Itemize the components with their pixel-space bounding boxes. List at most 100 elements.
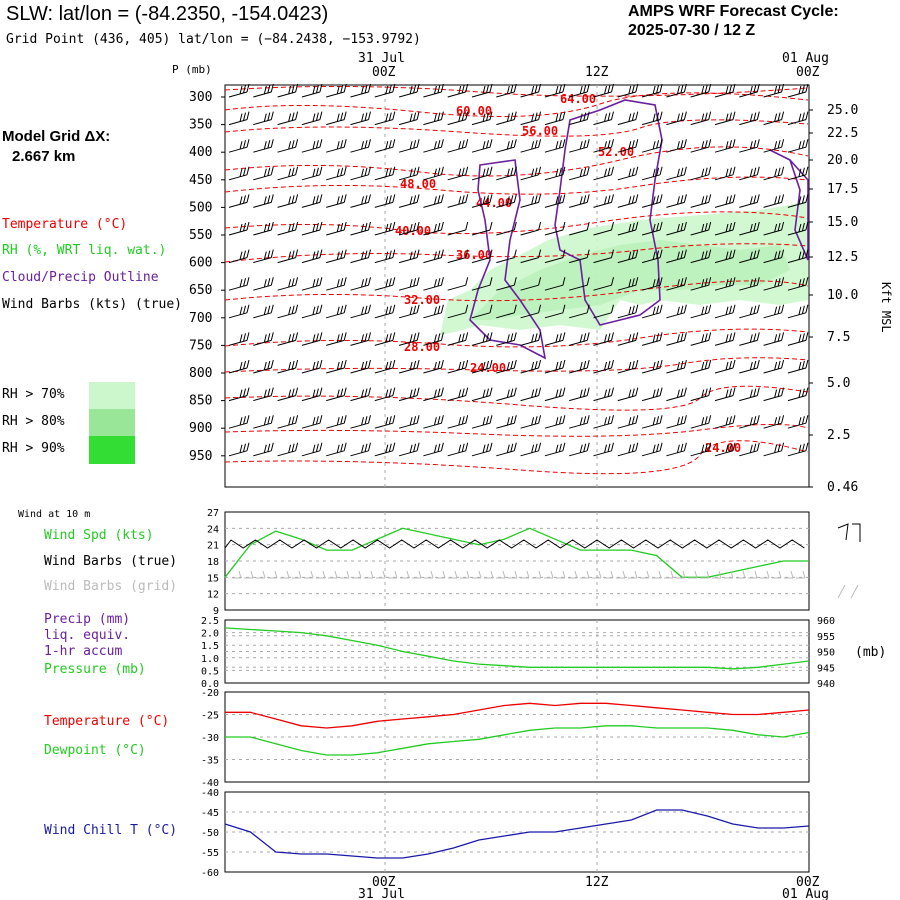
- wind-barb: [739, 387, 760, 402]
- pressure-axis-tick-label: 950: [817, 648, 835, 659]
- wind-barb: [301, 139, 323, 153]
- wind-barb: [739, 194, 760, 208]
- wind-barb: [544, 83, 566, 98]
- wind-barb: [447, 221, 469, 236]
- wind-barb: [301, 221, 323, 236]
- wind-barb: [787, 415, 809, 429]
- wind-barb: [544, 332, 566, 346]
- pressure-tick-label: 700: [189, 311, 212, 326]
- wind-barb: [690, 332, 712, 346]
- grid-wind-barb: [328, 570, 338, 579]
- grid-wind-barb: [784, 570, 794, 579]
- precip-legend-3: 1-hr accum: [44, 644, 123, 659]
- wind-barb: [398, 415, 420, 429]
- grid-wind-barb: [364, 570, 374, 579]
- wind-barb: [228, 139, 250, 153]
- wind-barb: [569, 332, 590, 346]
- wind-barb: [714, 111, 736, 126]
- wind-barb: [471, 83, 493, 98]
- grid-wind-barb: [760, 570, 770, 579]
- wind-barb: [326, 221, 347, 236]
- grid-wind-barb: [772, 570, 782, 579]
- windchill-axis-tick-label: -55: [201, 848, 219, 859]
- wind-barb: [617, 442, 639, 457]
- wind-barb: [277, 221, 299, 236]
- grid-wind-barb: [544, 570, 554, 579]
- wind-barb: [447, 387, 469, 402]
- wind-barb: [496, 332, 517, 346]
- wind-barb: [544, 359, 566, 374]
- wind-barb: [714, 249, 736, 264]
- grid-wind-barb: [616, 570, 626, 579]
- rh70-swatch: [89, 382, 135, 410]
- wind-barb: [423, 166, 444, 181]
- wind-barb: [787, 166, 809, 181]
- wind-barb: [496, 442, 517, 457]
- temperature-contour: [224, 92, 809, 117]
- wind-barb: [593, 166, 614, 181]
- wind-barb: [690, 194, 712, 208]
- pressure-legend: Pressure (mb): [44, 662, 146, 677]
- height-tick-label: 0.46: [827, 480, 858, 495]
- temperature-contour: [224, 85, 809, 97]
- date-label-top: 31 Jul: [358, 51, 405, 66]
- cloud-outline: [554, 99, 663, 326]
- pressure-line: [224, 627, 810, 670]
- time-label-bottom: 00Z: [796, 875, 820, 890]
- wind-barb: [666, 304, 687, 319]
- wind-barb: [423, 139, 444, 153]
- wind-barb: [350, 442, 371, 457]
- wind-barb: [714, 442, 736, 457]
- precip-axis-tick-label: 2.5: [201, 616, 219, 627]
- wind-barb: [666, 139, 687, 153]
- wind-barb: [374, 442, 396, 457]
- wind-barb: [471, 194, 493, 208]
- wind-10m-label: Wind at 10 m: [18, 509, 91, 520]
- grid-wind-barb: [472, 570, 482, 579]
- windchill-axis-tick-label: -60: [201, 868, 219, 879]
- wind-barb: [641, 166, 663, 181]
- temperature-contour: [224, 423, 809, 437]
- grid-spacing-label: Model Grid ΔX:: [2, 128, 111, 145]
- wind-barb: [253, 111, 274, 126]
- wind-barb: [228, 332, 250, 346]
- wind-barb: [593, 83, 614, 98]
- wind-barb: [666, 359, 687, 374]
- temperature-contour: [224, 328, 809, 348]
- wind-barb: [520, 221, 542, 236]
- wind-barb: [666, 111, 687, 126]
- wind-speed-legend: Wind Spd (kts): [44, 528, 154, 543]
- temp-axis-tick-label: -35: [201, 756, 219, 767]
- wind-barb: [763, 304, 785, 319]
- wind-barb: [471, 359, 493, 374]
- wind-barb: [787, 111, 809, 126]
- wind-barb: [374, 194, 396, 208]
- wind-barb: [593, 277, 614, 291]
- rh70-label: RH > 70%: [2, 387, 65, 402]
- wind-barb: [714, 83, 736, 98]
- wind-barb: [593, 415, 614, 429]
- wind-barb: [423, 332, 444, 346]
- wind-barbs-grid: [232, 570, 806, 579]
- pressure-tick-label: 950: [189, 449, 212, 464]
- wind-barb: [569, 249, 590, 264]
- wind-barb: [739, 249, 760, 264]
- wind-barb: [617, 166, 639, 181]
- wind-barb: [398, 442, 420, 457]
- height-tick-label: 7.5: [827, 330, 850, 345]
- grid-wind-barb: [484, 570, 494, 579]
- wind-barb: [593, 387, 614, 402]
- grid-wind-barb: [232, 570, 242, 579]
- wind-barb: [520, 166, 542, 181]
- height-tick-label: 22.5: [827, 126, 858, 141]
- rh80-swatch: [89, 409, 135, 437]
- wind-barb: [398, 359, 420, 374]
- wind-barb: [423, 249, 444, 264]
- wind-barb: [301, 415, 323, 429]
- wind-barb: [739, 415, 760, 429]
- date-label-bottom: 31 Jul: [358, 887, 405, 900]
- grid-wind-barb: [652, 570, 662, 579]
- wind-barb: [326, 332, 347, 346]
- temperature-contour-label: 36.00: [456, 248, 492, 262]
- wind-barb: [641, 332, 663, 346]
